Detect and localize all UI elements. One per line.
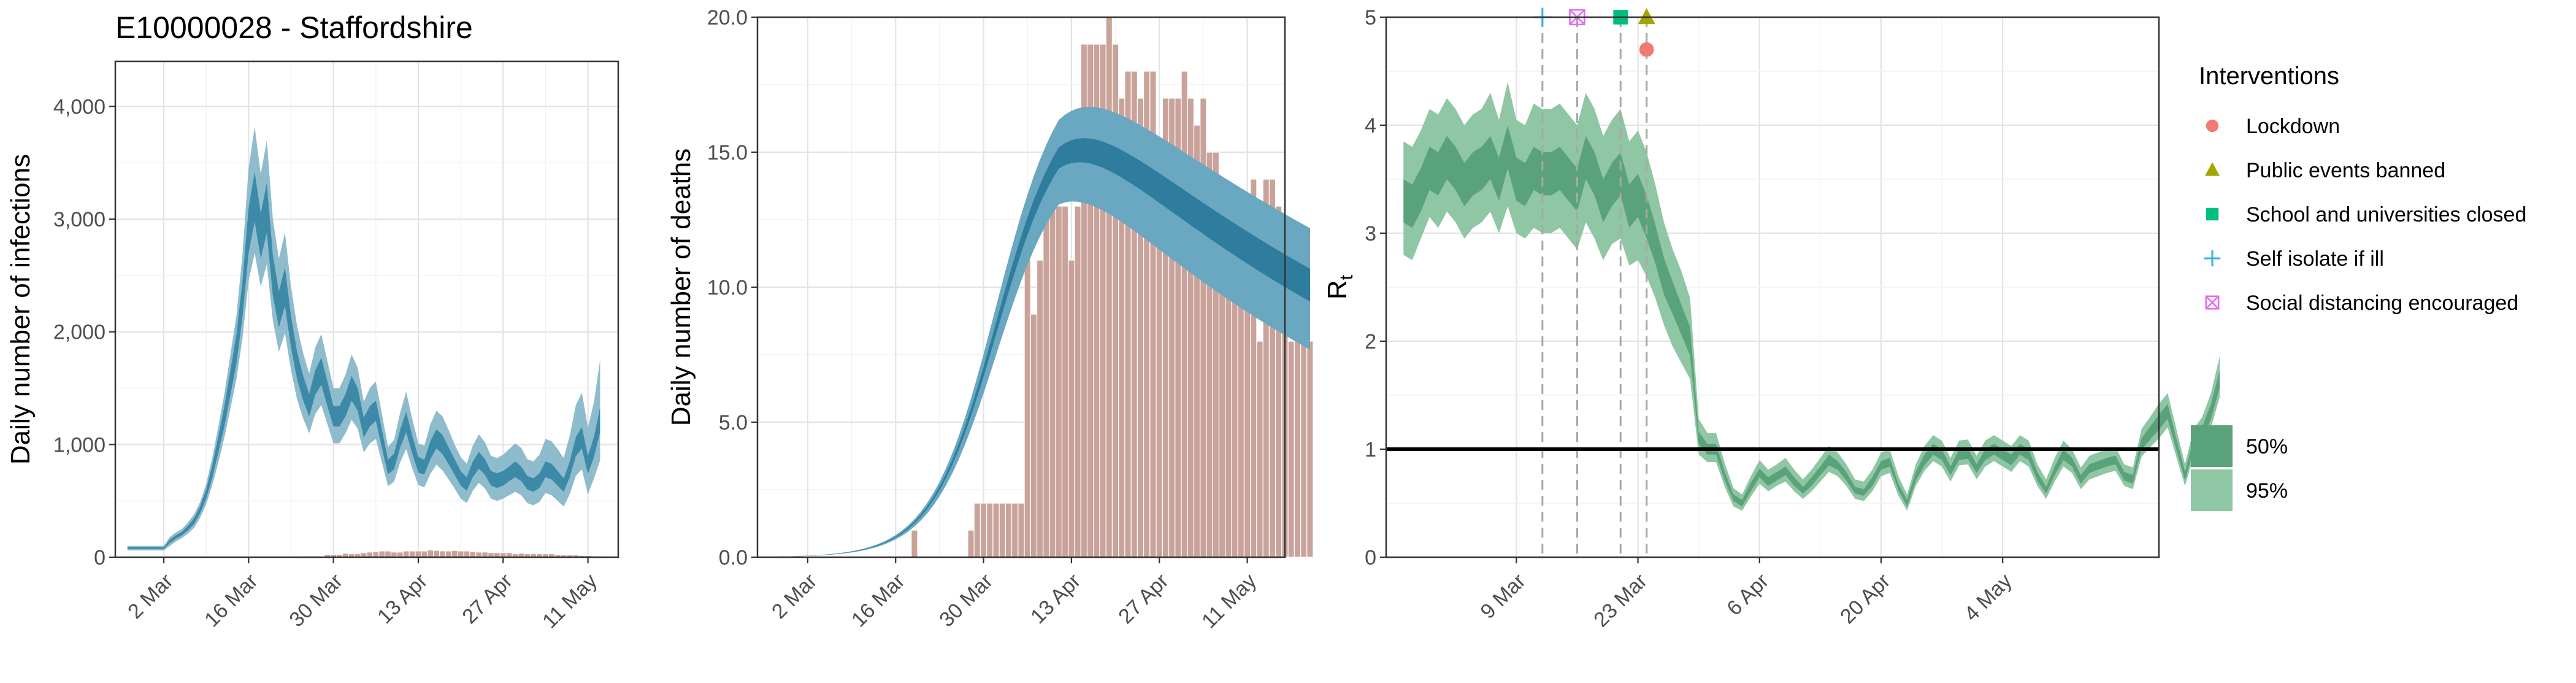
death-bar xyxy=(1005,503,1013,558)
legend-band-label: 95% xyxy=(2246,479,2288,503)
legend-item-label: Public events banned xyxy=(2246,159,2445,182)
y-tick-label: 1,000 xyxy=(53,433,105,457)
death-bar xyxy=(1256,341,1263,558)
deaths-panel: 0.05.010.015.020.02 Mar 16 Mar 30 Mar 13 Ap… xyxy=(666,6,1314,633)
interventions-legend: Interventions Lockdown Public events bann… xyxy=(2191,63,2526,511)
y-tick-label: 0.0 xyxy=(719,546,748,569)
death-bar xyxy=(967,530,975,558)
death-bar xyxy=(1287,341,1295,558)
legend-item-label: School and universities closed xyxy=(2246,203,2526,226)
y-tick-label: 3,000 xyxy=(53,208,105,231)
death-bar xyxy=(992,503,1000,558)
square-x-d2 xyxy=(2205,295,2220,310)
y-axis-label: Daily number of deaths xyxy=(666,149,696,426)
legend-band-label: 50% xyxy=(2246,435,2288,458)
infection-bar xyxy=(402,550,410,558)
y-tick-label: 4 xyxy=(1365,114,1376,137)
death-bar xyxy=(1043,206,1050,558)
infection-bar xyxy=(427,549,434,558)
infections-50-band xyxy=(127,172,600,549)
death-bar xyxy=(986,503,994,558)
death-bar xyxy=(911,530,918,558)
figure-title: E10000028 - Staffordshire xyxy=(115,10,473,45)
infection-bar xyxy=(469,551,477,558)
infection-bar xyxy=(433,550,440,558)
square-x-box xyxy=(2205,295,2220,310)
y-tick-label: 10.0 xyxy=(707,276,748,299)
legend-key-triangle xyxy=(2205,162,2220,176)
y-tick-label: 20.0 xyxy=(707,6,748,29)
legend-item-label: Self isolate if ill xyxy=(2246,247,2384,271)
death-bar xyxy=(1049,206,1056,558)
y-tick-label: 5 xyxy=(1365,6,1376,29)
y-tick-label: 4,000 xyxy=(53,95,105,118)
death-bar xyxy=(1030,314,1038,558)
legend-item-label: Social distancing encouraged xyxy=(2246,291,2518,315)
legend-item-label: Lockdown xyxy=(2246,115,2340,138)
death-bar xyxy=(979,503,987,558)
y-tick-label: 5.0 xyxy=(719,411,748,434)
legend-band-swatch xyxy=(2191,469,2233,511)
legend-key-circle xyxy=(2206,119,2219,133)
y-tick-label: 0 xyxy=(1365,546,1376,569)
intervention-marker-triangle xyxy=(1638,8,1655,25)
y-tick-label: 2 xyxy=(1365,330,1376,353)
rt-50-band xyxy=(1403,125,2220,507)
y-axis-label: Daily number of infections xyxy=(6,154,36,465)
death-bar xyxy=(973,503,981,558)
legend-key-square xyxy=(2206,207,2219,221)
legend-key-square-x xyxy=(2205,295,2220,310)
death-bar xyxy=(1055,206,1063,558)
infection-bar xyxy=(421,550,428,558)
plot-border xyxy=(1385,16,2160,558)
death-bar xyxy=(1018,503,1025,558)
infection-bar xyxy=(378,550,386,558)
death-bar xyxy=(1036,260,1044,558)
infections-95-band xyxy=(127,126,600,550)
infection-bar xyxy=(439,550,447,558)
deaths-95-band xyxy=(770,107,1310,557)
death-bar xyxy=(1300,341,1308,558)
death-bar xyxy=(1074,206,1081,558)
legend-title: Interventions xyxy=(2199,63,2339,90)
y-tick-label: 2,000 xyxy=(53,321,105,344)
death-bar xyxy=(1181,71,1188,558)
y-axis-label-subscript: t xyxy=(1336,274,1357,280)
infection-bar xyxy=(451,550,458,558)
legend-key-plus xyxy=(2204,250,2221,267)
plot-border xyxy=(114,60,619,558)
death-bar xyxy=(999,503,1006,558)
y-tick-label: 15.0 xyxy=(707,141,748,164)
infection-bar xyxy=(408,550,416,558)
y-tick-label: 0 xyxy=(94,546,105,569)
infection-bar xyxy=(372,551,380,558)
death-bar xyxy=(1061,206,1069,558)
infection-bar xyxy=(415,550,422,558)
death-bar xyxy=(1011,503,1019,558)
death-bar xyxy=(1105,17,1113,558)
infection-bar xyxy=(463,550,470,558)
y-tick-label: 1 xyxy=(1365,438,1376,461)
legend-band-swatch xyxy=(2191,425,2233,467)
intervention-marker-circle xyxy=(1639,42,1654,57)
infection-bar xyxy=(384,550,392,558)
death-bar xyxy=(1306,341,1314,558)
y-tick-label: 3 xyxy=(1365,222,1376,245)
infection-bar xyxy=(457,550,464,558)
death-bar xyxy=(1068,260,1075,558)
infection-bar xyxy=(445,550,452,558)
